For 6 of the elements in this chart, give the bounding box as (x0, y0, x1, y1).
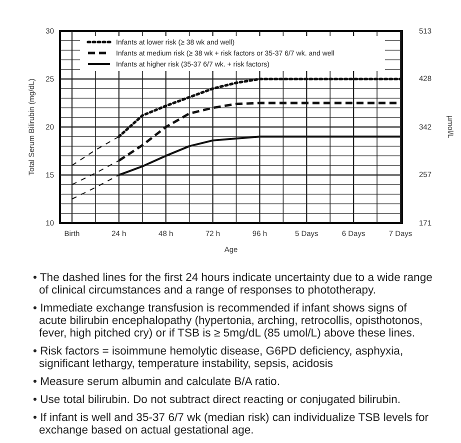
text: • If infant is well and 35-37 6/7 wk (median risk) can individualize TSB levels for exchange based on actual gestational age. (33, 412, 429, 436)
text: • Risk factors = isoimmune hemolytic disease, G6PD deficiency, asphyxia, significant lethargy, temperature instability, sepsis, acidosis (33, 346, 404, 370)
text: • The dashed lines for the first 24 hours indicate uncertainty due to a wide range of clinical circumstances and a range of responses to phototherapy. (33, 272, 432, 296)
text: • Use total bilirubin. Do not subtract direct reacting or conjugated bilirubin. (33, 394, 401, 406)
text: • Immediate exchange transfusion is recommended if infant shows signs of acute bilirubin encephalopathy (hypertonia, arching, retrocollis, opisthotonos, fever, high pitched cry) or if TSB is ≥ 5mg/dL (85 umol/L) above these lines. (33, 302, 423, 340)
text: • Measure serum albumin and calculate B/A ratio. (33, 376, 280, 388)
